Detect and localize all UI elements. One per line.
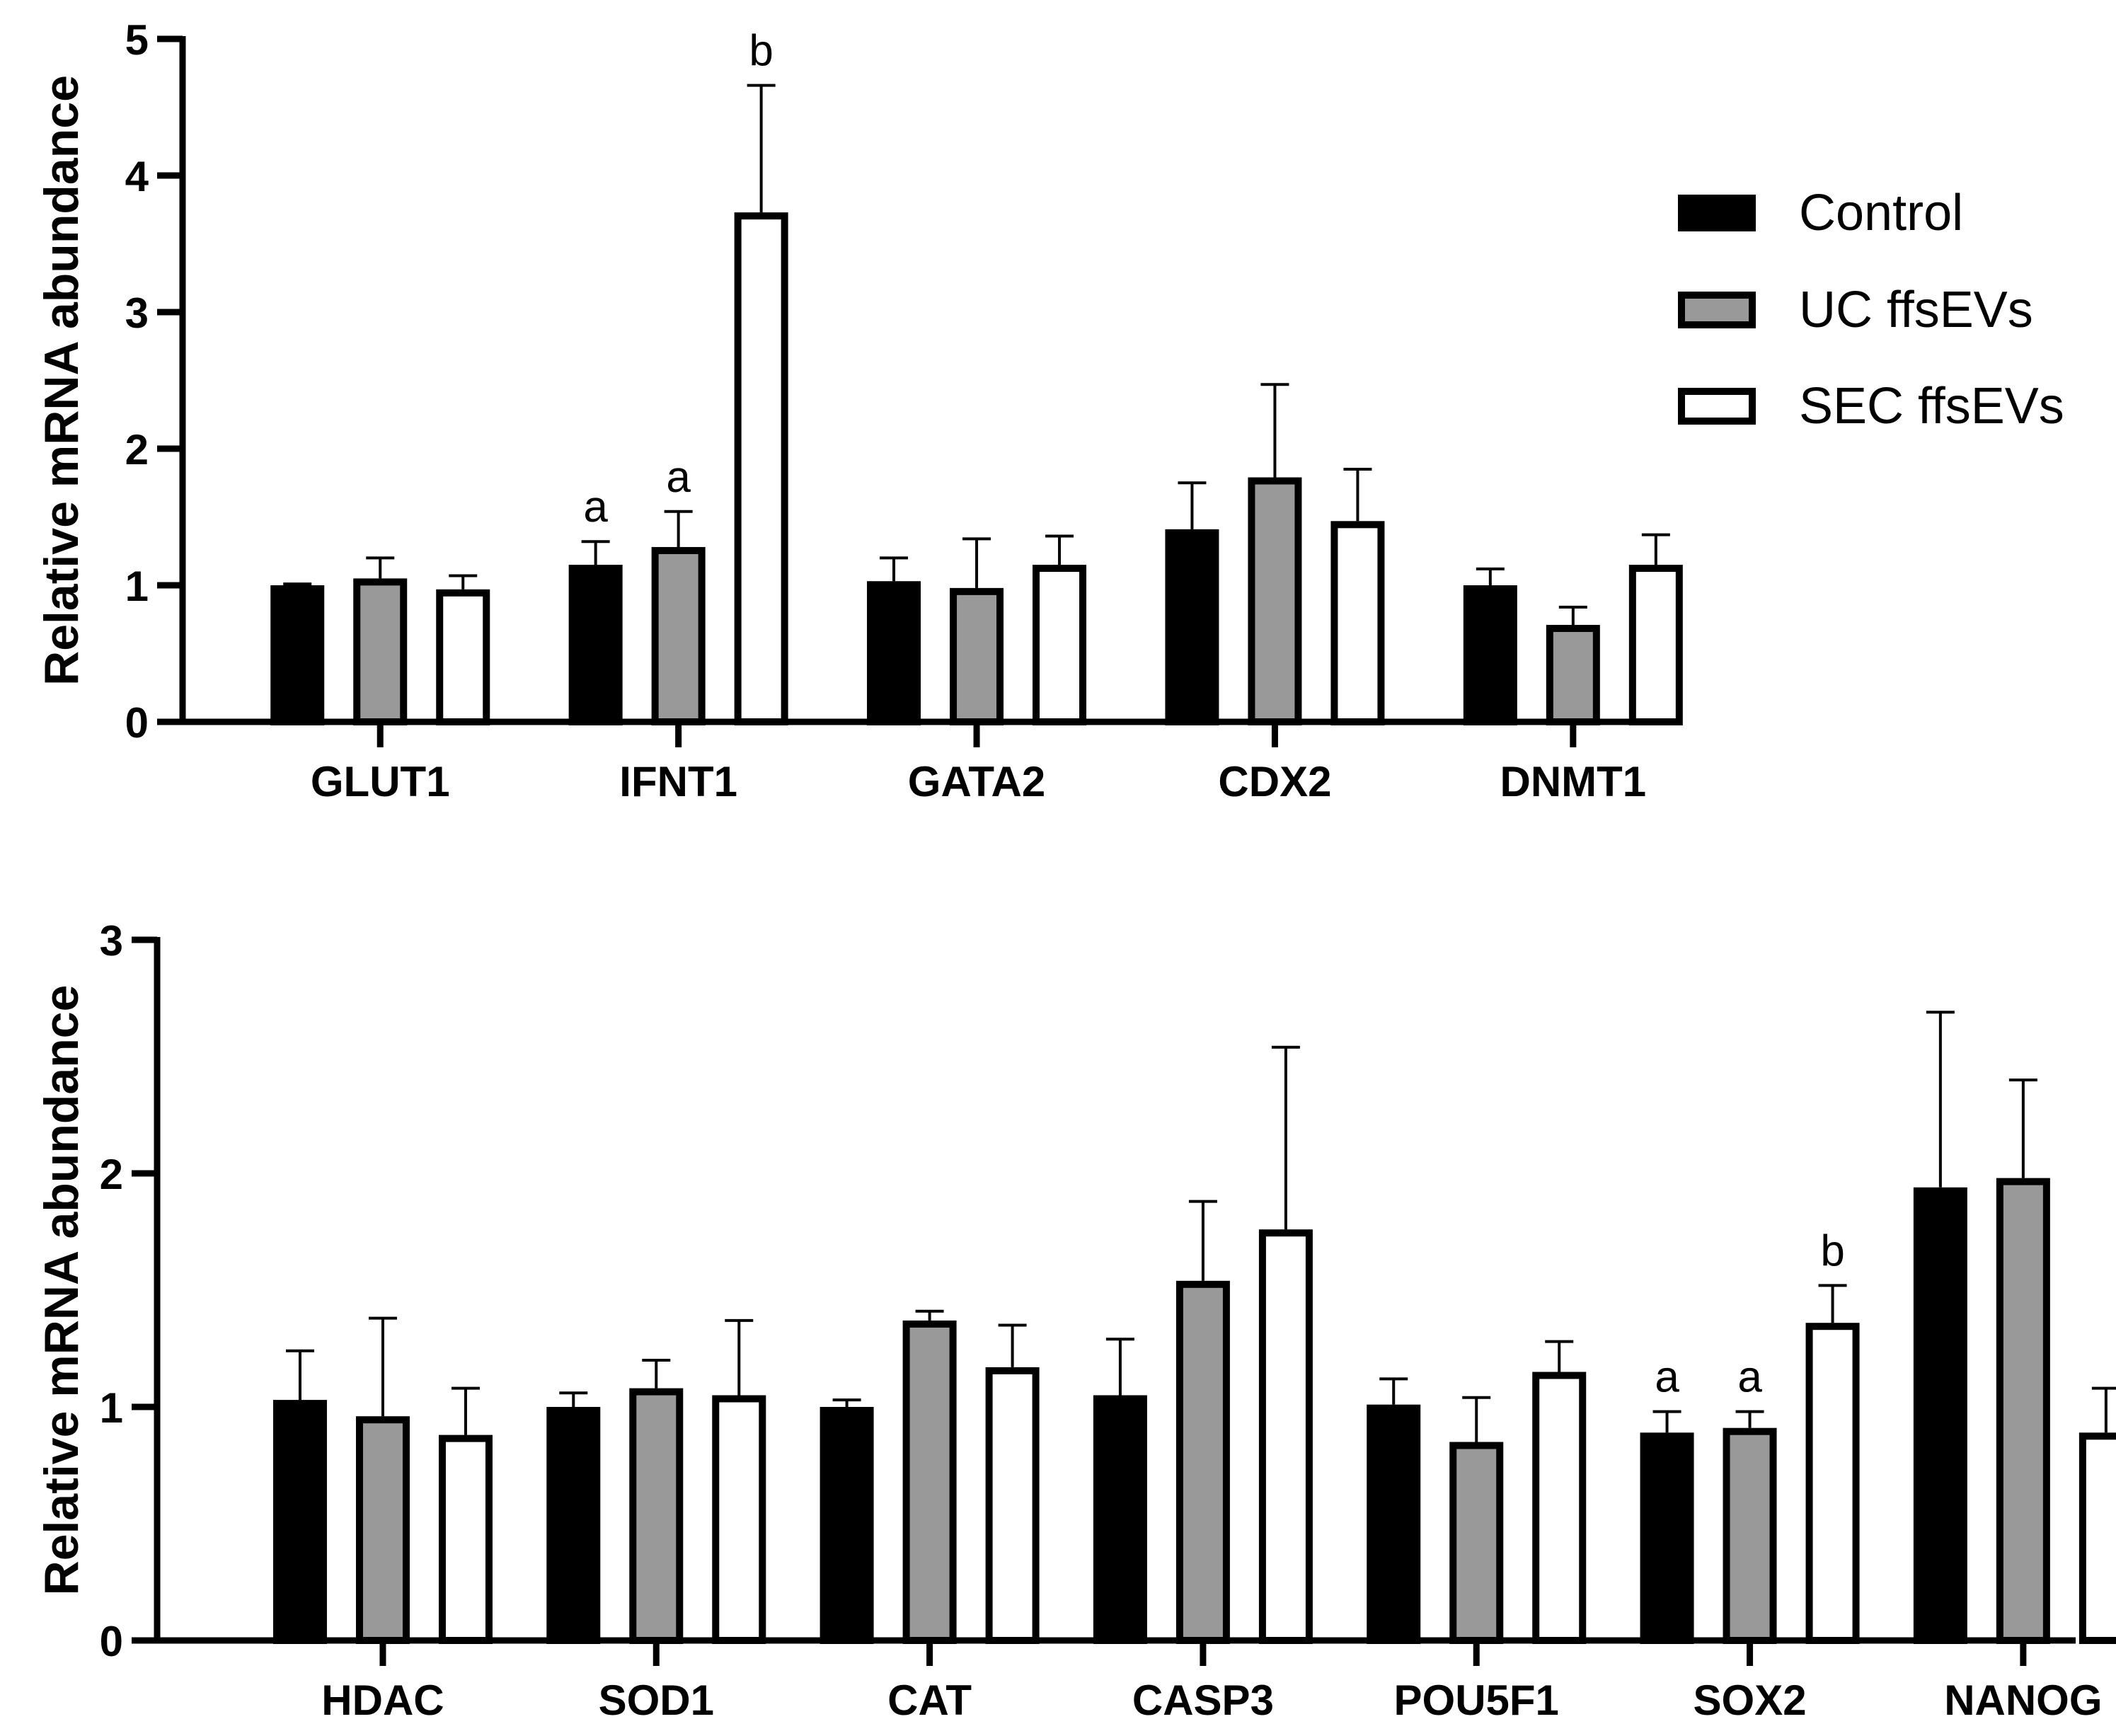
y-tick-label: 2 <box>125 426 149 473</box>
x-category-label: NANOG <box>1944 1677 2102 1724</box>
legend-swatch-sec-ffsevs <box>1678 388 1756 425</box>
legend-label: Control <box>1799 185 1963 241</box>
y-tick-label: 4 <box>125 153 149 200</box>
bar-control <box>1165 529 1219 725</box>
bar-uc-ffsevs <box>353 578 408 725</box>
chart-panel-bottom: Relative mRNA abundance 0 1 2 3 HDAC SOD1 CAT CA… <box>35 917 2116 1724</box>
bar-sec-ffsevs <box>1258 1229 1313 1644</box>
bar-uc-ffsevs <box>355 1416 410 1644</box>
y-tick-label: 5 <box>125 16 149 64</box>
bar-control <box>1367 1404 1421 1644</box>
bar-control <box>272 1400 327 1644</box>
x-category-label: HDAC <box>321 1677 444 1724</box>
bar-uc-ffsevs <box>1723 1427 1777 1644</box>
y-tick-label: 1 <box>125 563 149 610</box>
bar-uc-ffsevs <box>1175 1280 1230 1645</box>
x-category-label: POU5F1 <box>1394 1677 1559 1724</box>
legend-label: SEC ffsEVs <box>1799 378 2064 435</box>
bar-control <box>568 565 623 725</box>
bar-sec-ffsevs <box>1628 565 1683 725</box>
legend-label: UC ffsEVs <box>1799 282 2033 338</box>
x-category-label: GATA2 <box>908 758 1045 805</box>
significance-label: b <box>749 27 773 76</box>
legend: Control UC ffsEVs SEC ffsEVs <box>1678 185 2064 435</box>
bar-control <box>1913 1187 1967 1645</box>
bar-uc-ffsevs <box>902 1320 957 1645</box>
x-category-label: CDX2 <box>1218 758 1331 805</box>
y-axis-title: Relative mRNA abundance <box>35 985 88 1596</box>
bar-uc-ffsevs <box>651 546 706 726</box>
bar-control <box>1640 1432 1694 1645</box>
y-axis-title: Relative mRNA abundance <box>35 75 88 686</box>
x-category-label: GLUT1 <box>311 758 450 805</box>
y-tick-label: 1 <box>100 1384 123 1432</box>
bar-control <box>1463 585 1517 725</box>
y-tick-label: 0 <box>100 1618 123 1665</box>
bar-sec-ffsevs <box>985 1367 1040 1645</box>
x-category-label: DNMT1 <box>1500 758 1647 805</box>
bar-uc-ffsevs <box>950 587 1004 725</box>
significance-label: a <box>583 483 608 531</box>
bar-sec-ffsevs <box>1330 521 1385 725</box>
bar-control <box>867 581 921 726</box>
y-tick-label: 0 <box>125 699 149 747</box>
bar-sec-ffsevs <box>1033 565 1087 725</box>
x-category-label: CASP3 <box>1132 1677 1274 1724</box>
bar-uc-ffsevs <box>1546 624 1600 725</box>
significance-label: a <box>1737 1353 1762 1402</box>
bar-control <box>270 585 325 725</box>
significance-label: b <box>1820 1226 1844 1275</box>
x-category-label: SOD1 <box>599 1677 714 1724</box>
bar-control <box>1093 1395 1147 1644</box>
bar-sec-ffsevs <box>1532 1372 1587 1644</box>
y-tick-label: 3 <box>100 917 123 965</box>
bar-sec-ffsevs <box>1805 1323 1860 1644</box>
y-tick-label: 3 <box>125 289 149 337</box>
bar-uc-ffsevs <box>1996 1178 2050 1644</box>
bar-sec-ffsevs <box>436 589 490 725</box>
legend-swatch-uc-ffsevs <box>1678 292 1756 328</box>
x-category-label: IFNT1 <box>619 758 737 805</box>
x-category-label: CAT <box>887 1677 972 1724</box>
bar-uc-ffsevs <box>1248 477 1302 726</box>
significance-label: a <box>666 453 691 502</box>
bar-sec-ffsevs <box>734 212 788 725</box>
bar-sec-ffsevs <box>712 1395 766 1644</box>
bar-sec-ffsevs <box>2078 1432 2116 1645</box>
bar-control <box>820 1407 874 1644</box>
y-tick-label: 2 <box>100 1151 123 1198</box>
bar-uc-ffsevs <box>1449 1442 1504 1644</box>
legend-swatch-control <box>1678 195 1756 231</box>
bar-uc-ffsevs <box>629 1388 684 1644</box>
chart-panel-top: Relative mRNA abundance 0 1 2 3 4 5 GLUT1 IFNT1 a… <box>35 16 1683 805</box>
significance-label: a <box>1655 1353 1679 1402</box>
bar-sec-ffsevs <box>438 1435 493 1644</box>
bar-control <box>546 1407 601 1644</box>
x-category-label: SOX2 <box>1694 1677 1807 1724</box>
